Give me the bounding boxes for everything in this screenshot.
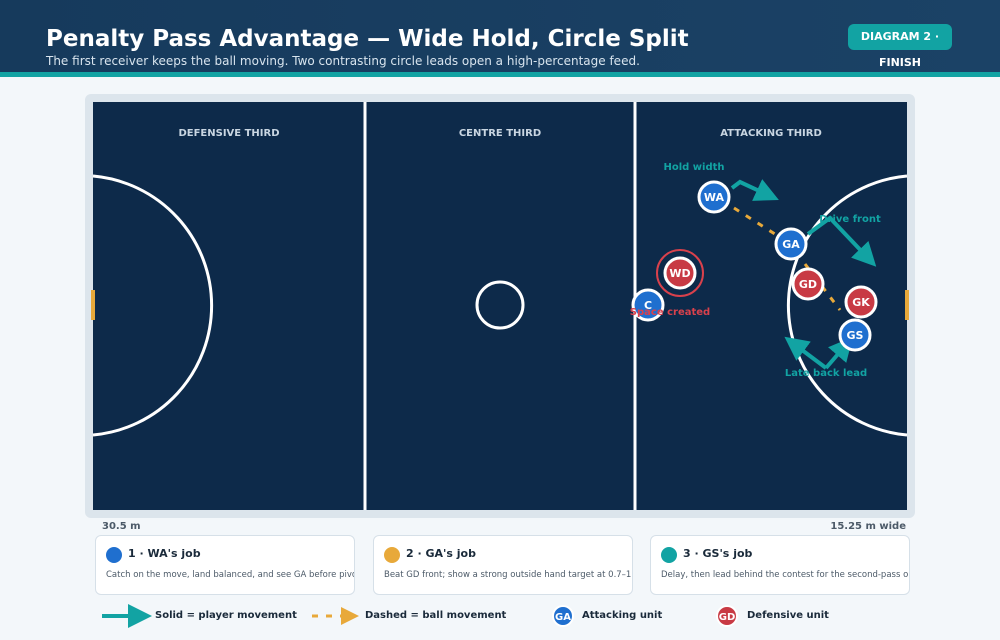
defender: [663, 256, 697, 290]
player-label: WA: [704, 191, 725, 204]
player-label: GD: [799, 278, 817, 291]
court-length: 30.5 m: [102, 521, 141, 532]
subtitle: The first receiver keeps the ball moving…: [46, 54, 640, 68]
card-text: Delay, then lead behind the contest for …: [661, 570, 910, 580]
defender: [844, 285, 878, 319]
third-label: DEFENSIVE THIRD: [178, 128, 279, 139]
pressure-ring: [656, 249, 704, 297]
legend-item: Dashed = ball movement: [365, 610, 507, 621]
legend-badge: GA: [555, 612, 571, 623]
card: 2 · GA's job Beat GD front; show a strong…: [373, 535, 633, 595]
attacker: [774, 227, 808, 261]
card-text: Beat GD front; show a strong outside han…: [384, 570, 633, 580]
attacker: [631, 288, 665, 322]
court-width: 15.25 m wide: [830, 521, 906, 532]
player-label: GA: [782, 238, 800, 251]
player-label: GK: [852, 296, 870, 309]
badge: DIAGRAM 2 · FINISH: [848, 24, 952, 69]
goal-post: [91, 290, 95, 320]
card-title: 2 · GA's job: [406, 547, 476, 560]
goal-post: [905, 290, 909, 320]
legend-item: Defensive unit: [747, 610, 829, 621]
annotation: Late back lead: [785, 368, 867, 379]
player-label: C: [644, 299, 652, 312]
legend-item: Solid = player movement: [155, 610, 297, 621]
legend-icons: GA GD: [102, 604, 738, 628]
attacker: [697, 180, 731, 214]
card: 3 · GS's job Delay, then lead behind the …: [650, 535, 910, 595]
attacker: [838, 318, 872, 352]
annotation: Drive front: [819, 214, 881, 225]
defender: [791, 267, 825, 301]
player-movement: [730, 179, 877, 370]
title: Penalty Pass Advantage — Wide Hold, Circ…: [46, 26, 689, 52]
third-label: ATTACKING THIRD: [720, 128, 822, 139]
card-text: Catch on the move, land balanced, and se…: [106, 570, 355, 580]
player-label: GS: [847, 329, 864, 342]
court: [93, 102, 907, 510]
header: Penalty Pass Advantage — Wide Hold, Circ…: [0, 0, 1000, 77]
third-label: CENTRE THIRD: [459, 128, 541, 139]
annotation: Hold width: [663, 162, 724, 173]
player-label: WD: [669, 267, 690, 280]
card-title: 1 · WA's job: [128, 547, 201, 560]
legend-item: Attacking unit: [582, 610, 663, 621]
legend-badge: GD: [719, 612, 736, 623]
card: 1 · WA's job Catch on the move, land bala…: [95, 535, 355, 595]
card-title: 3 · GS's job: [683, 547, 753, 560]
annotation: Space created: [630, 307, 710, 318]
